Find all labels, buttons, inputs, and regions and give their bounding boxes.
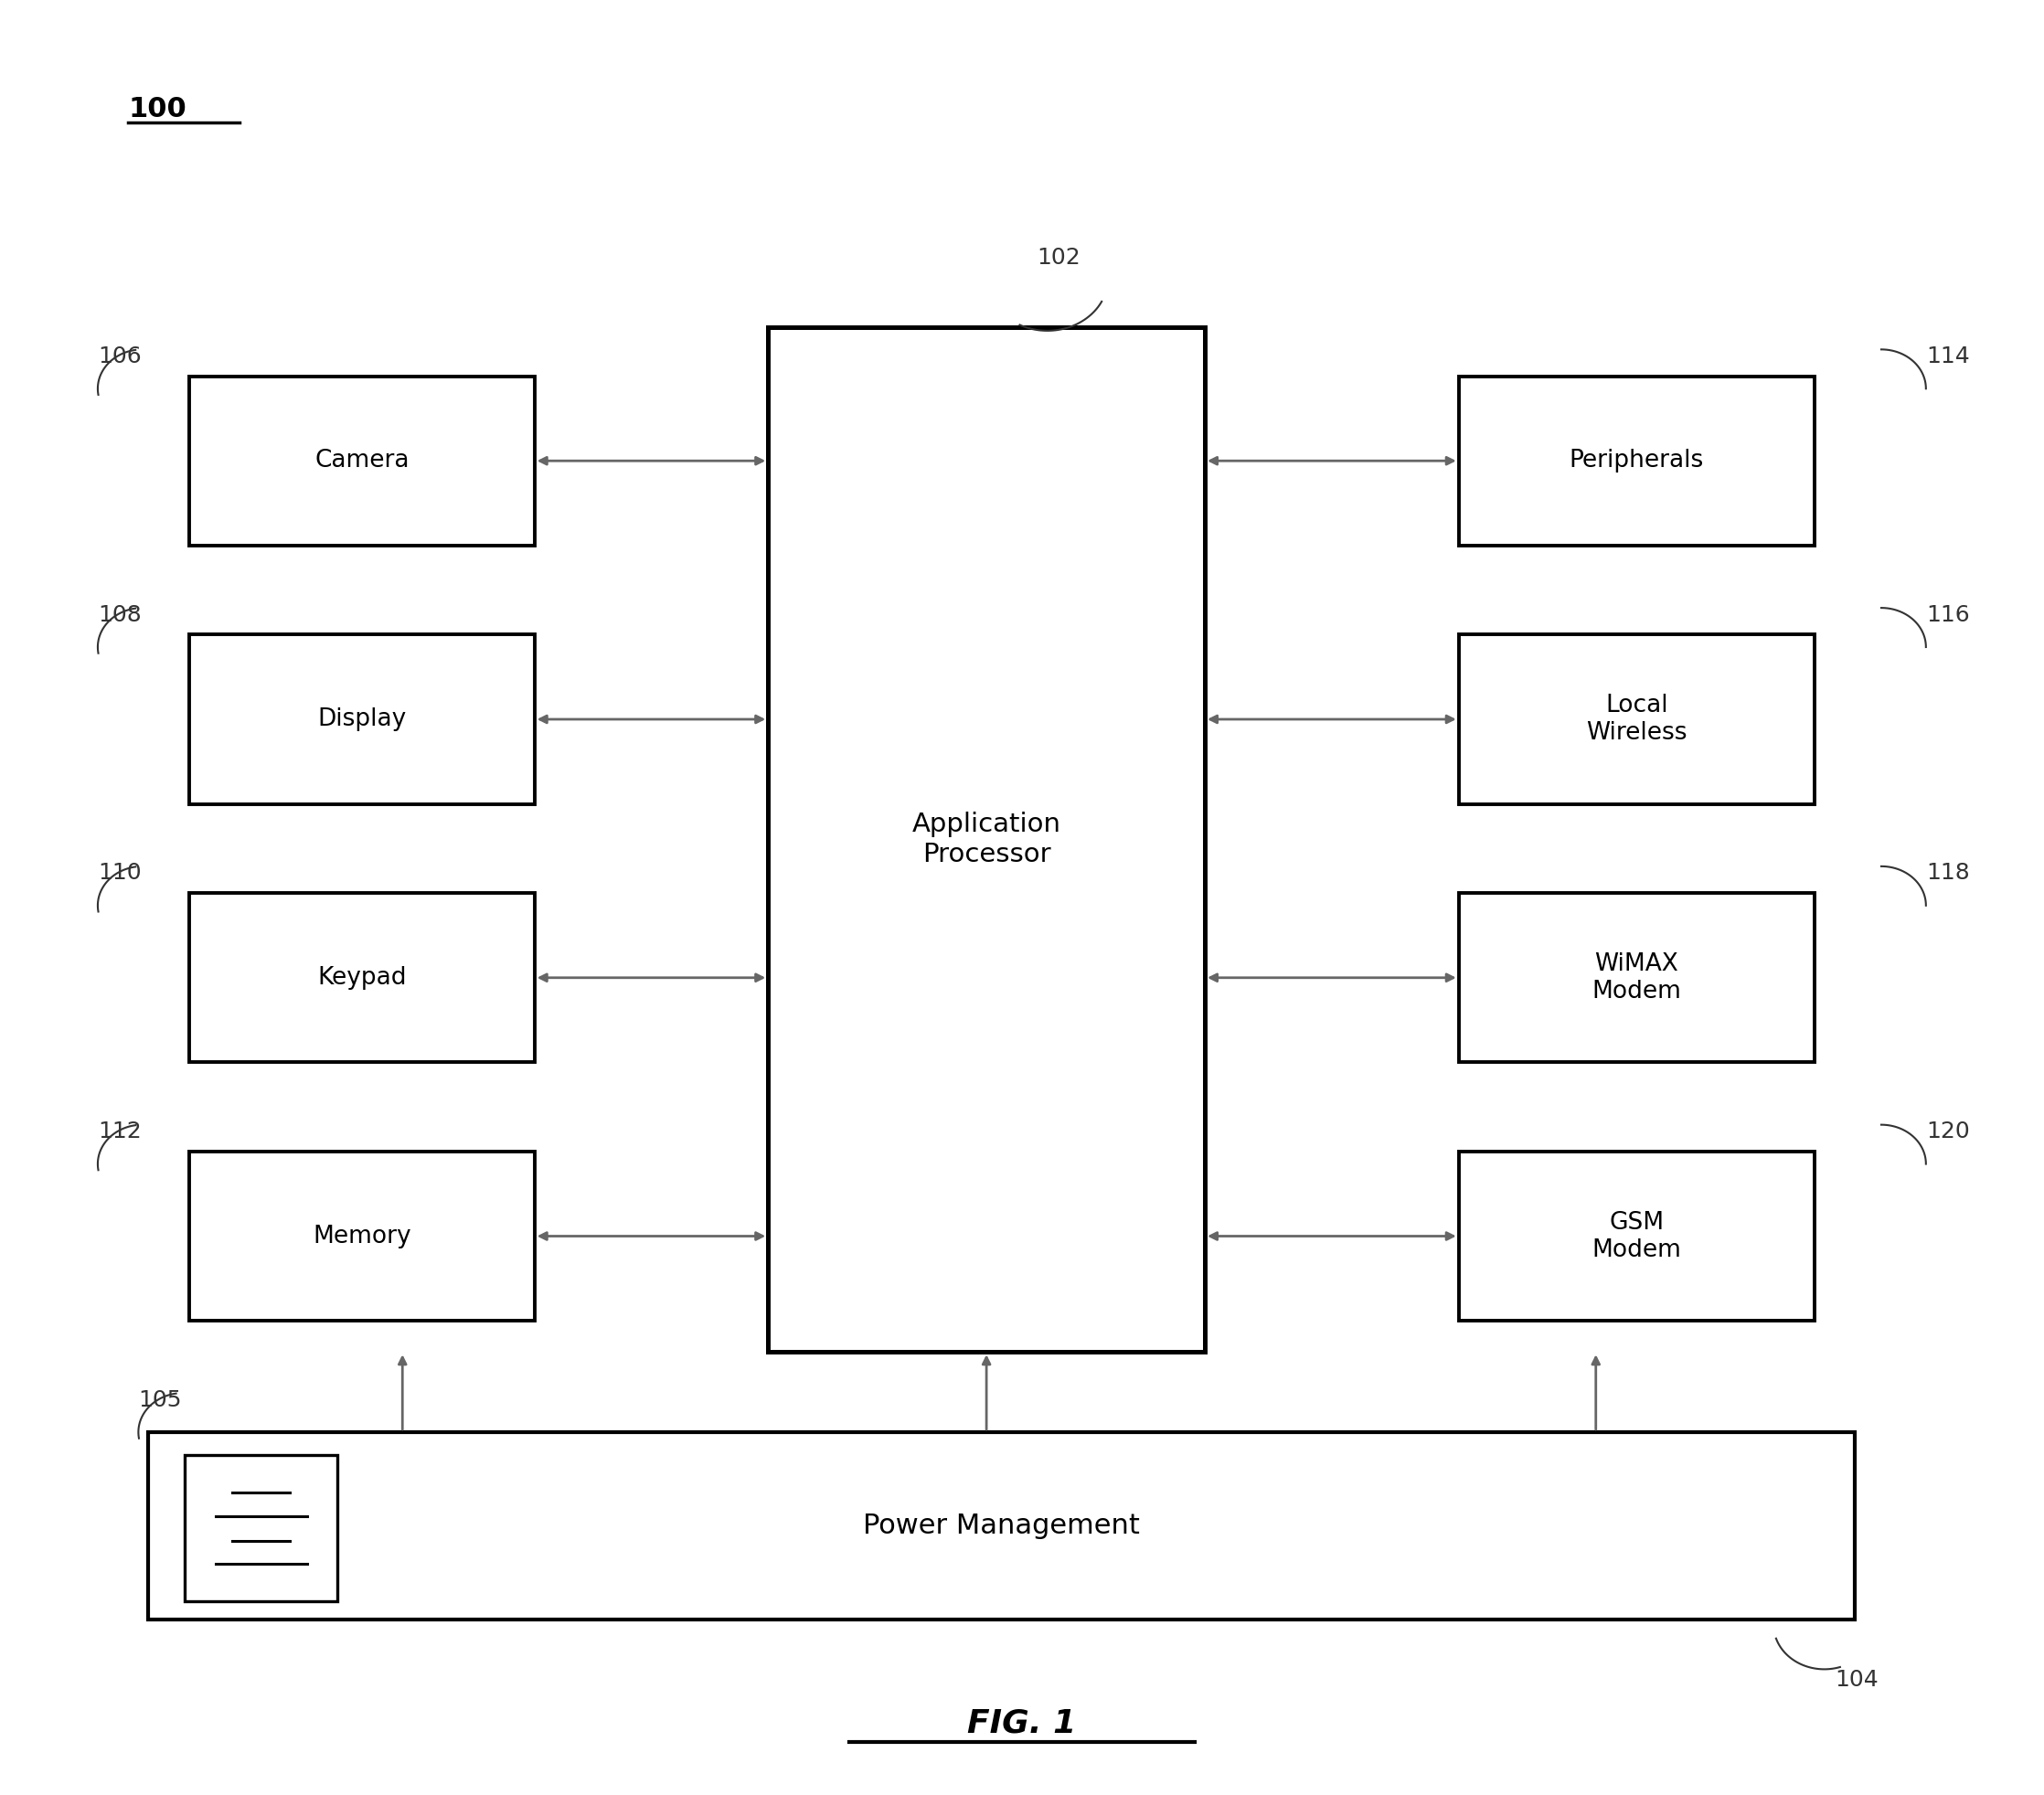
Text: Application
Processor: Application Processor [912,811,1061,867]
Text: 106: 106 [98,345,141,368]
Bar [1459,1151,1815,1321]
Text: Memory: Memory [313,1224,411,1248]
Bar [769,327,1204,1352]
Text: 102: 102 [1036,246,1081,267]
Text: 108: 108 [98,603,141,626]
Bar [149,1432,1854,1619]
Bar [190,1151,533,1321]
Text: Keypad: Keypad [317,966,407,989]
Text: Camera: Camera [315,449,409,472]
Bar [190,635,533,804]
Bar [1459,635,1815,804]
Bar [1459,377,1815,546]
Bar [1459,894,1815,1063]
Bar [190,377,533,546]
Text: Power Management: Power Management [863,1513,1141,1538]
Text: 112: 112 [98,1120,141,1143]
Bar [186,1456,337,1601]
Text: Peripherals: Peripherals [1570,449,1705,472]
Text: 105: 105 [139,1389,182,1411]
Text: GSM
Modem: GSM Modem [1592,1210,1682,1262]
Bar [190,894,533,1063]
Text: 118: 118 [1925,862,1970,885]
Text: 120: 120 [1925,1120,1970,1143]
Text: Display: Display [317,707,407,731]
Text: Local
Wireless: Local Wireless [1586,693,1686,745]
Text: 100: 100 [129,95,186,122]
Text: WiMAX
Modem: WiMAX Modem [1592,951,1682,1003]
Text: FIG. 1: FIG. 1 [967,1707,1077,1739]
Text: 114: 114 [1925,345,1970,368]
Text: 104: 104 [1836,1669,1878,1691]
Text: 116: 116 [1925,603,1970,626]
Text: 110: 110 [98,862,141,885]
